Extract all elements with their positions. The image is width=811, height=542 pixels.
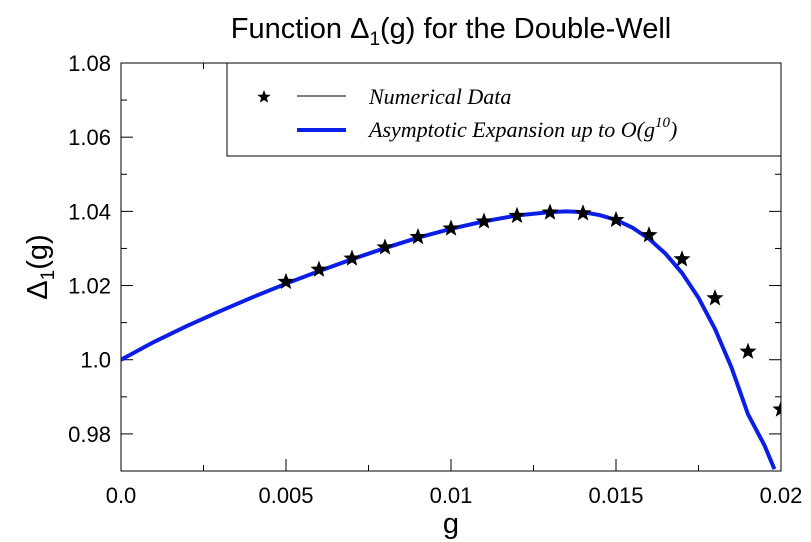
data-point-star [277,272,295,290]
x-axis-label: g [443,508,459,540]
legend-superscript: 10 [655,115,671,131]
legend-star [257,90,271,103]
data-point-star [574,204,592,221]
legend-box [226,62,782,157]
y-tick-label: 1.06 [68,125,111,150]
x-tick-label: 0.005 [258,483,313,508]
data-point-star [640,226,658,243]
y-tick-label: 0.98 [68,422,111,447]
title-subscript: 1 [369,29,380,50]
y-tick-label: 1.04 [68,199,111,224]
data-point-star [508,206,526,224]
data-point-star [673,250,691,267]
y-tick-label: 1.08 [68,51,111,76]
series-layer [121,203,781,470]
data-point-star [739,342,757,359]
data-point-star [706,289,724,306]
data-point-star [541,203,559,220]
tick-labels: 0.0 0.005 0.01 0.015 0.02 0.98 1.0 1.02 1.04 1.06… [68,51,802,508]
legend: Numerical Data Asymptotic Expansion up t… [226,62,782,157]
chart-title: Function Δ1(g) for the Double-Well [231,13,671,50]
data-point-star [409,227,427,245]
data-point-star [772,400,781,417]
data-point-star [607,210,625,228]
x-tick-label: 0.015 [588,483,643,508]
y-tick-label: 1.02 [68,274,111,299]
data-point-star [442,219,460,236]
data-point-star [475,212,493,229]
data-point-star [343,249,361,266]
legend-label-asymptotic: Asymptotic Expansion up to O(g10) [367,115,677,142]
data-point-star [310,260,328,277]
y-axis-label: Δ1(g) [22,234,59,299]
y-tick-label: 1.0 [80,348,111,373]
x-tick-label: 0.0 [106,483,137,508]
legend-star-marker [257,90,271,103]
x-tick-label: 0.02 [760,483,803,508]
x-tick-label: 0.01 [430,483,473,508]
data-point-star [376,238,394,255]
y-label-subscript: 1 [38,270,59,281]
asymptotic-curve [121,209,777,470]
legend-label-numerical: Numerical Data [368,84,511,109]
